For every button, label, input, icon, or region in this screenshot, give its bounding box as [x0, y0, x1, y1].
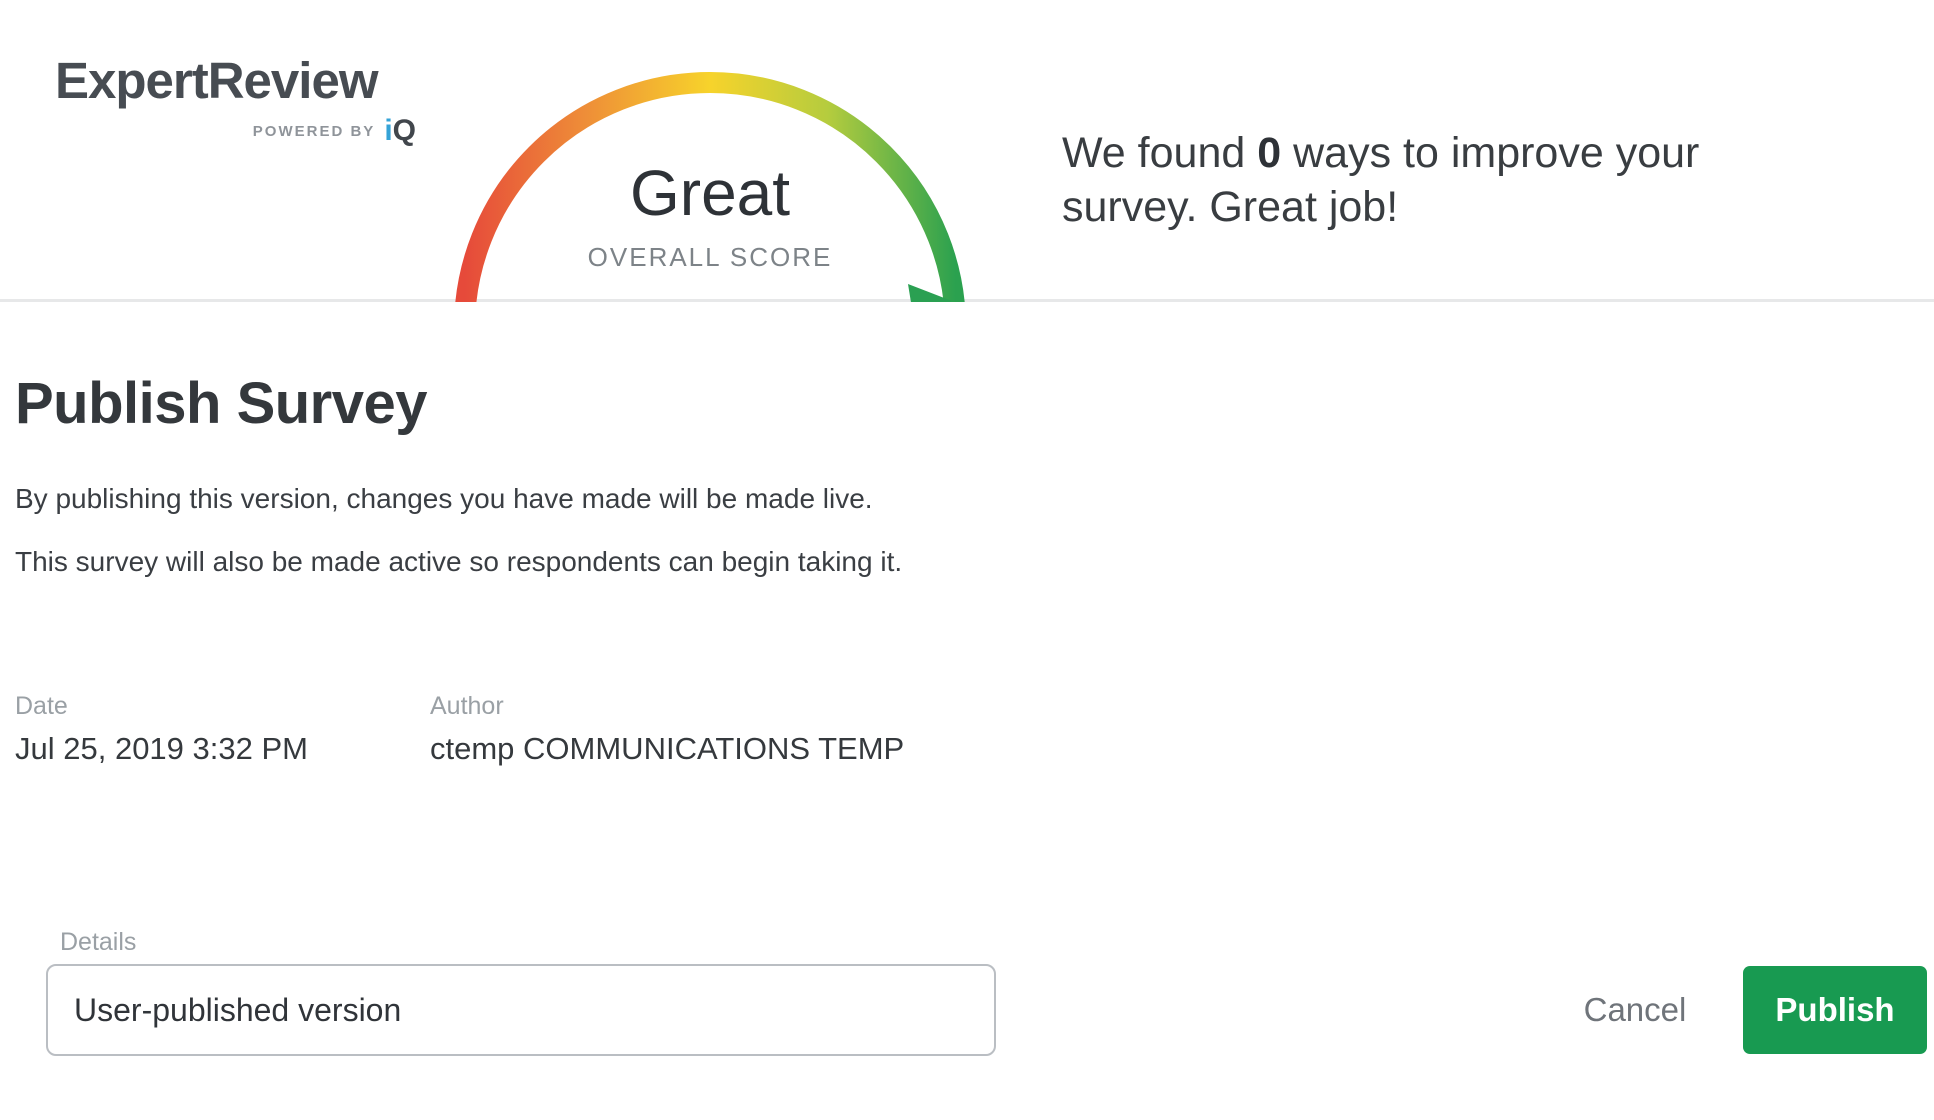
review-summary-message: We found 0 ways to improve your survey. …: [1062, 126, 1752, 234]
details-input[interactable]: [46, 964, 996, 1056]
publish-description-line1: By publishing this version, changes you …: [15, 483, 873, 514]
publish-description-line2: This survey will also be made active so …: [15, 546, 903, 577]
overall-score-value: Great: [629, 157, 791, 229]
author-value: ctemp COMMUNICATIONS TEMP: [430, 731, 905, 766]
version-meta-row: Date Jul 25, 2019 3:32 PM Author ctemp C…: [15, 692, 904, 767]
overall-score-caption: OVERALL SCORE: [587, 242, 833, 272]
brand-wordmark: ExpertReview: [55, 52, 379, 109]
review-message-prefix: We found: [1062, 129, 1258, 177]
review-message-suffix: ways to improve your survey. Great job!: [1062, 129, 1700, 231]
expert-review-logo: ExpertReview POWERED BY iQ: [55, 52, 420, 146]
page-title: Publish Survey: [15, 371, 428, 436]
improvement-count: 0: [1257, 129, 1282, 177]
expert-review-panel: ExpertReview POWERED BY iQ Great OV: [0, 0, 1934, 302]
details-label: Details: [60, 928, 137, 956]
gauge-labels: Great OVERALL SCORE: [440, 156, 980, 273]
date-label: Date: [15, 692, 68, 720]
cancel-button[interactable]: Cancel: [1560, 966, 1710, 1054]
score-gauge-arc: [455, 72, 965, 302]
powered-by-label: POWERED BY: [252, 122, 376, 140]
iq-logo: iQ: [384, 116, 416, 146]
powered-by-row: POWERED BY iQ: [55, 116, 420, 146]
iq-logo-i: i: [384, 114, 393, 147]
publish-button[interactable]: Publish: [1743, 966, 1927, 1054]
date-column: Date Jul 25, 2019 3:32 PM: [15, 692, 430, 767]
gauge-arc-path: [455, 72, 965, 302]
author-column: Author ctemp COMMUNICATIONS TEMP: [430, 692, 904, 767]
author-label: Author: [430, 692, 504, 720]
date-value: Jul 25, 2019 3:32 PM: [15, 731, 308, 766]
gauge-needle-icon: [908, 284, 952, 302]
iq-logo-q: Q: [392, 114, 416, 147]
